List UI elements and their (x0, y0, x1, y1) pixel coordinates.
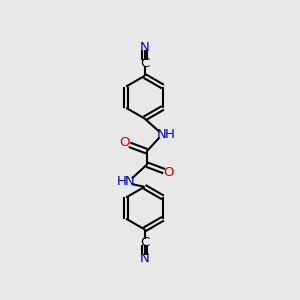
Text: C: C (140, 57, 149, 70)
Text: H: H (117, 175, 127, 188)
Text: N: N (140, 40, 149, 54)
Text: N: N (124, 175, 134, 188)
Text: H: H (164, 128, 174, 141)
Text: N: N (140, 252, 149, 265)
Text: O: O (164, 167, 174, 179)
Text: C: C (140, 236, 149, 249)
Text: O: O (120, 136, 130, 149)
Text: N: N (157, 128, 167, 141)
